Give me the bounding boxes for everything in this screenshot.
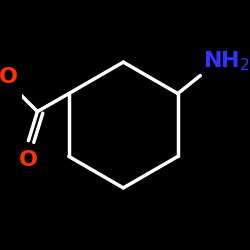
Text: NH$_2$: NH$_2$ (202, 50, 250, 73)
Text: O: O (19, 150, 38, 170)
Text: O: O (0, 67, 18, 87)
